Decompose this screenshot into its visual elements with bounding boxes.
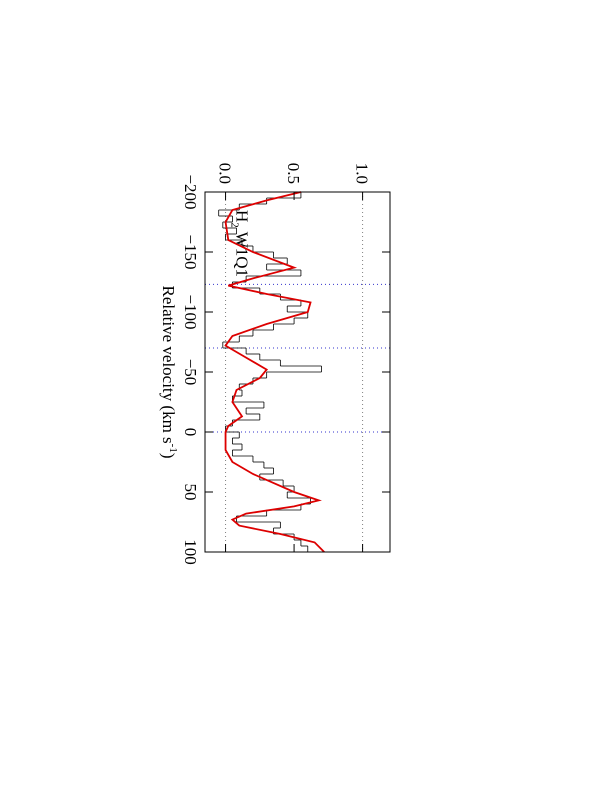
annotation-text: H xyxy=(233,210,252,222)
x-tick-label: 100 xyxy=(181,539,200,565)
x-axis-label-superscript: -1 xyxy=(167,444,179,453)
annotation: H2 W1Q1 xyxy=(229,210,252,277)
x-axis-label-suffix: ) xyxy=(159,453,178,459)
model-curve xyxy=(224,191,325,553)
annotation-subscript: 2 xyxy=(229,222,241,228)
annotation-suffix: W1Q1 xyxy=(233,228,252,277)
x-tick-label: −50 xyxy=(181,359,200,386)
y-tick-label: 0.5 xyxy=(284,163,303,184)
rotated-chart: −200 −150 −100 −50 0 50 100 0.0 0.5 1.0 Relative v… xyxy=(159,163,391,565)
x-axis-label-text: Relative velocity (km s xyxy=(159,286,178,444)
x-axis-label: Relative velocity (km s-1) xyxy=(159,286,179,459)
y-tick-label: 1.0 xyxy=(353,163,372,184)
x-tick-label: 0 xyxy=(181,428,200,437)
x-tick-label: −200 xyxy=(181,174,200,209)
y-tick-label: 0.0 xyxy=(216,163,235,184)
x-tick-label: 50 xyxy=(181,484,200,501)
x-tick-label: −150 xyxy=(181,234,200,269)
x-tick-label: −100 xyxy=(181,294,200,329)
